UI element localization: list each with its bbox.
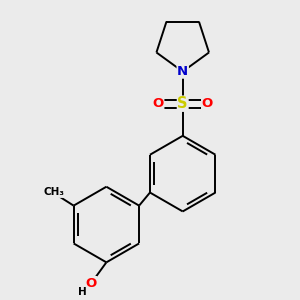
Text: N: N xyxy=(177,65,188,78)
Text: CH₃: CH₃ xyxy=(44,188,65,197)
Text: O: O xyxy=(152,97,164,110)
Text: S: S xyxy=(178,96,188,111)
Text: H: H xyxy=(78,287,87,297)
Text: O: O xyxy=(85,277,97,290)
Text: O: O xyxy=(202,97,213,110)
